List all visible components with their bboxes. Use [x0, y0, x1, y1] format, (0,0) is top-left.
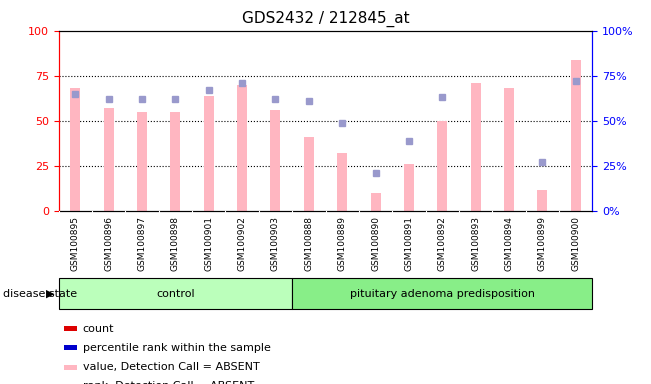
- Text: GDS2432 / 212845_at: GDS2432 / 212845_at: [242, 11, 409, 27]
- Bar: [304, 137, 314, 211]
- Bar: [437, 121, 447, 211]
- Text: GSM100890: GSM100890: [371, 217, 380, 271]
- Text: rank, Detection Call = ABSENT: rank, Detection Call = ABSENT: [83, 381, 254, 384]
- Bar: [171, 112, 180, 211]
- Text: GSM100892: GSM100892: [437, 217, 447, 271]
- Bar: [571, 60, 581, 211]
- Text: GSM100891: GSM100891: [404, 217, 413, 271]
- Text: GSM100894: GSM100894: [505, 217, 514, 271]
- Bar: [64, 346, 77, 350]
- Bar: [504, 88, 514, 211]
- Text: GSM100902: GSM100902: [238, 217, 247, 271]
- Text: count: count: [83, 324, 114, 334]
- Bar: [137, 112, 147, 211]
- Text: GSM100897: GSM100897: [137, 217, 146, 271]
- Bar: [64, 365, 77, 369]
- Bar: [204, 96, 214, 211]
- Text: GSM100888: GSM100888: [304, 217, 313, 271]
- Bar: [64, 326, 77, 331]
- Text: GSM100893: GSM100893: [471, 217, 480, 271]
- Text: GSM100898: GSM100898: [171, 217, 180, 271]
- Text: percentile rank within the sample: percentile rank within the sample: [83, 343, 270, 353]
- Text: GSM100900: GSM100900: [571, 217, 580, 271]
- Text: value, Detection Call = ABSENT: value, Detection Call = ABSENT: [83, 362, 259, 372]
- Text: GSM100889: GSM100889: [338, 217, 347, 271]
- Bar: [537, 190, 547, 211]
- Bar: [404, 164, 414, 211]
- Bar: [292, 278, 592, 310]
- Text: control: control: [156, 289, 195, 299]
- Bar: [59, 278, 292, 310]
- Bar: [370, 193, 381, 211]
- Text: disease state: disease state: [3, 289, 77, 299]
- Text: GSM100903: GSM100903: [271, 217, 280, 271]
- Text: GSM100899: GSM100899: [538, 217, 547, 271]
- Bar: [471, 83, 480, 211]
- Text: ▶: ▶: [46, 289, 54, 299]
- Bar: [270, 110, 281, 211]
- Text: GSM100895: GSM100895: [71, 217, 80, 271]
- Text: pituitary adenoma predisposition: pituitary adenoma predisposition: [350, 289, 534, 299]
- Bar: [70, 88, 80, 211]
- Text: GSM100901: GSM100901: [204, 217, 214, 271]
- Text: GSM100896: GSM100896: [104, 217, 113, 271]
- Bar: [237, 85, 247, 211]
- Bar: [104, 108, 114, 211]
- Bar: [337, 154, 347, 211]
